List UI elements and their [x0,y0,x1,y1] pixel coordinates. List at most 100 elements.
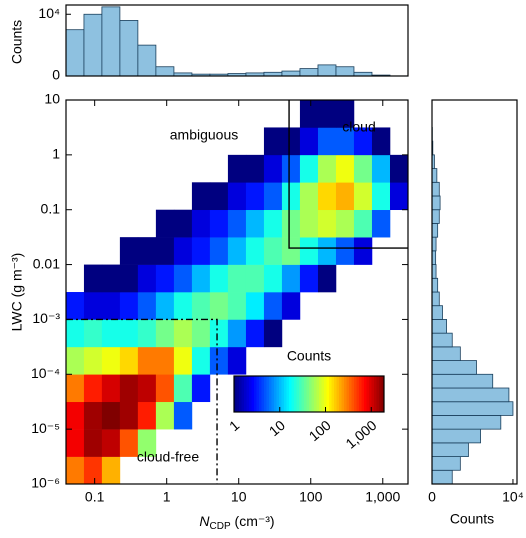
colorbar-swatch [349,376,352,412]
colorbar-swatch [291,376,295,412]
y-axis-label: Counts [9,20,25,64]
histogram-bar [155,66,175,77]
colorbar-swatch [326,376,330,412]
heatmap-cell [173,401,193,430]
heatmap-cell [317,127,337,156]
heatmap-cell [227,237,247,265]
heatmap-cell [299,154,319,183]
heatmap-cell [155,319,175,348]
heatmap-cell [317,182,337,211]
heatmap-cell [173,237,193,265]
histogram-bar [431,456,461,471]
y-tick-label: 10⁻⁴ [31,365,60,381]
x-tick-label: 1,000 [365,489,400,505]
colorbar-swatch [259,376,262,412]
colorbar-swatch [276,376,280,412]
colorbar-swatch [334,376,337,412]
heatmap-cell [101,374,121,403]
y-tick-label: 10⁻⁶ [31,475,60,491]
right-hist-frame [431,99,518,485]
y-tick-label: 10⁻⁵ [31,420,60,436]
heatmap-cell [281,182,301,211]
heatmap-cell [281,209,301,238]
histogram-bar [431,291,440,307]
heatmap-cell [209,346,229,375]
region-label: ambiguous [170,127,239,143]
colorbar-swatch [319,376,322,412]
colorbar-tick-label: 100 [306,417,334,444]
colorbar-swatch [241,376,245,412]
heatmap-cell [191,237,211,265]
heatmap-cell [66,346,85,375]
heatmap-cell [155,237,175,265]
heatmap [66,100,408,484]
heatmap-cell [227,264,247,293]
heatmap-cell [173,264,193,293]
y-tick-label: 0 [52,67,60,83]
heatmap-cell [101,401,121,430]
heatmap-cell [101,456,121,484]
heatmap-cell [173,209,193,238]
heatmap-cell [227,154,247,183]
heatmap-cell [119,401,139,430]
heatmap-cell [119,346,139,375]
heatmap-cell [191,374,211,403]
heatmap-cell [263,154,283,183]
heatmap-cell [353,209,373,238]
colorbar-swatch [314,376,317,412]
plot-frame [65,99,409,485]
x-tick-label: 100 [299,489,323,505]
heatmap-cell [335,127,355,156]
heatmap-cell [245,237,265,265]
heatmap-cell [299,209,319,238]
heatmap-cell [353,127,373,156]
heatmap-cell [317,237,337,265]
heatmap-cell [335,237,355,265]
colorbar-swatch [324,376,327,412]
heatmap-cell [83,374,103,403]
heatmap-cell [83,456,103,484]
colorbar-swatch [296,376,300,412]
histogram-bar [431,360,477,375]
heatmap-cell [263,127,283,156]
colorbar-swatch [309,376,312,412]
colorbar-swatch [354,376,357,412]
heatmap-cell [335,100,355,128]
histogram-bar [431,264,437,279]
colorbar-swatch [271,376,275,412]
heatmap-cell [281,237,301,265]
heatmap-cell [83,264,103,293]
colorbar-swatch [316,376,320,412]
heatmap-cell [155,292,175,320]
heatmap-cell [137,264,157,293]
colorbar-tick-label: 1 [226,417,242,434]
y-tick-label: 10⁴ [38,5,60,21]
heatmap-cell [353,182,373,211]
x-tick-label: 0.1 [85,489,105,505]
heatmap-cell [299,237,319,265]
region-label: cloud [342,119,375,135]
colorbar-frame [233,375,385,413]
colorbar-swatch [246,376,250,412]
colorbar-swatch [329,376,332,412]
histogram-bar [431,236,437,252]
histogram-bar [431,469,453,485]
heatmap-cell [263,292,283,320]
colorbar-swatch [351,376,355,412]
colorbar-swatch [234,376,237,412]
heatmap-cell [209,264,229,293]
x-tick-label: 1 [163,489,171,505]
heatmap-cell [119,264,139,293]
heatmap-cell [101,264,121,293]
heatmap-cell [390,154,408,183]
colorbar-swatch [289,376,292,412]
heatmap-cell [263,182,283,211]
heatmap-cell [371,182,391,211]
heatmap-cell [299,100,319,128]
colorbar-swatch [284,376,287,412]
colorbar-swatch [379,376,382,412]
histogram-bar [431,209,440,224]
histogram-bar [431,181,440,197]
heatmap-cell [83,292,103,320]
region-label: cloud-free [137,449,199,465]
